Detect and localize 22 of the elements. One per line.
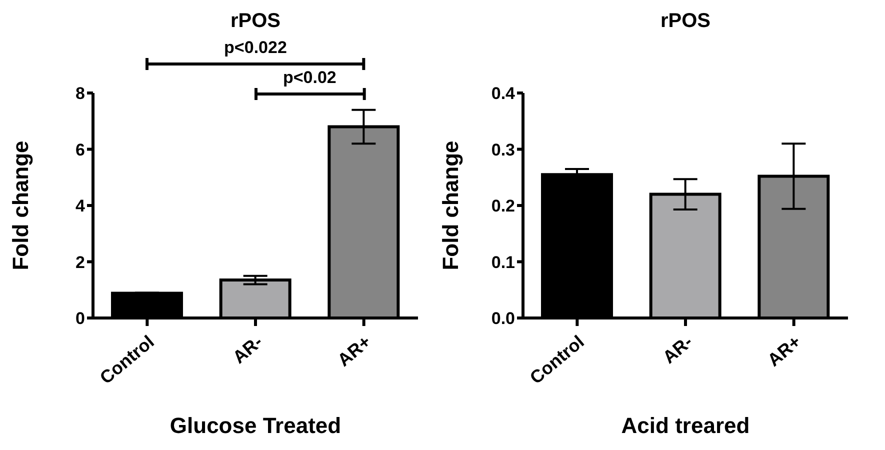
y-tick-label: 0.4 xyxy=(491,84,516,104)
y-tick-label: 4 xyxy=(76,196,86,216)
y-tick-label: 0.0 xyxy=(491,309,515,328)
y-tick-label: 0.2 xyxy=(491,196,515,216)
x-tick-label: AR- xyxy=(658,332,696,368)
x-axis-title: Acid treared xyxy=(620,413,751,439)
y-axis-title: Fold change xyxy=(438,140,463,270)
y-tick-label: 0.1 xyxy=(491,252,515,272)
y-tick-label: 2 xyxy=(76,252,85,272)
chart-title: rPOS xyxy=(229,10,282,33)
x-tick-label: AR+ xyxy=(764,332,805,370)
y-tick-label: 0.3 xyxy=(491,140,515,160)
y-axis-title: Fold change xyxy=(8,140,33,270)
y-tick-label: 6 xyxy=(76,140,85,160)
text: p<0.02 xyxy=(282,68,338,88)
x-axis-title: Glucose Treated xyxy=(168,413,342,439)
y-tick-label: 8 xyxy=(76,84,85,104)
x-tick-label: AR+ xyxy=(334,332,375,370)
chart-title: rPOS xyxy=(659,10,712,33)
y-tick-label: 0 xyxy=(76,309,85,328)
x-tick-label: AR- xyxy=(228,332,266,368)
text: p<0.022 xyxy=(223,38,288,58)
